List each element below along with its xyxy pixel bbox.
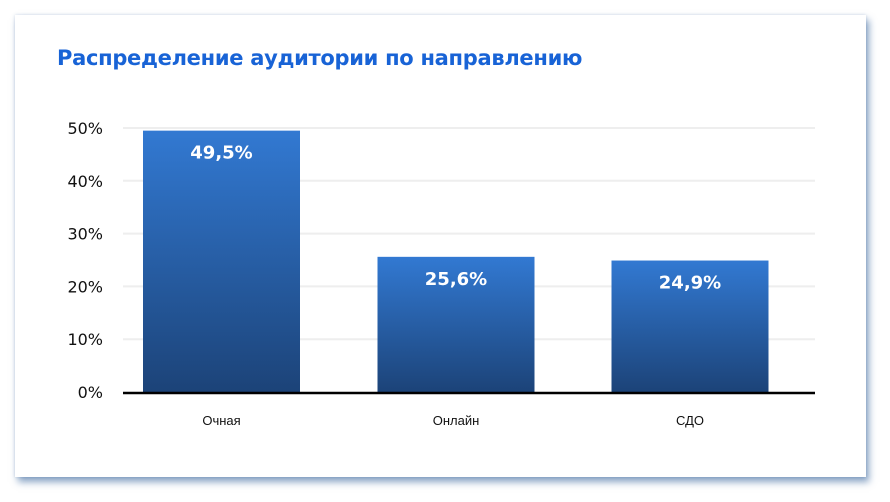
y-tick-label: 10% (67, 330, 103, 349)
bar (611, 260, 769, 392)
x-tick-label: Онлайн (433, 413, 480, 428)
y-tick-label: 50% (67, 119, 103, 138)
bar (377, 256, 535, 392)
x-tick-label: Очная (202, 413, 240, 428)
y-tick-label: 0% (78, 383, 103, 402)
data-label: 49,5% (190, 143, 252, 164)
data-label: 25,6% (425, 269, 487, 290)
y-tick-label: 20% (67, 277, 103, 296)
chart-title: Распределение аудитории по направлению (57, 46, 583, 70)
bar (143, 130, 300, 392)
data-label: 24,9% (659, 273, 721, 294)
x-tick-label: СДО (676, 413, 704, 428)
y-tick-label: 40% (67, 172, 103, 191)
y-tick-label: 30% (67, 225, 103, 244)
